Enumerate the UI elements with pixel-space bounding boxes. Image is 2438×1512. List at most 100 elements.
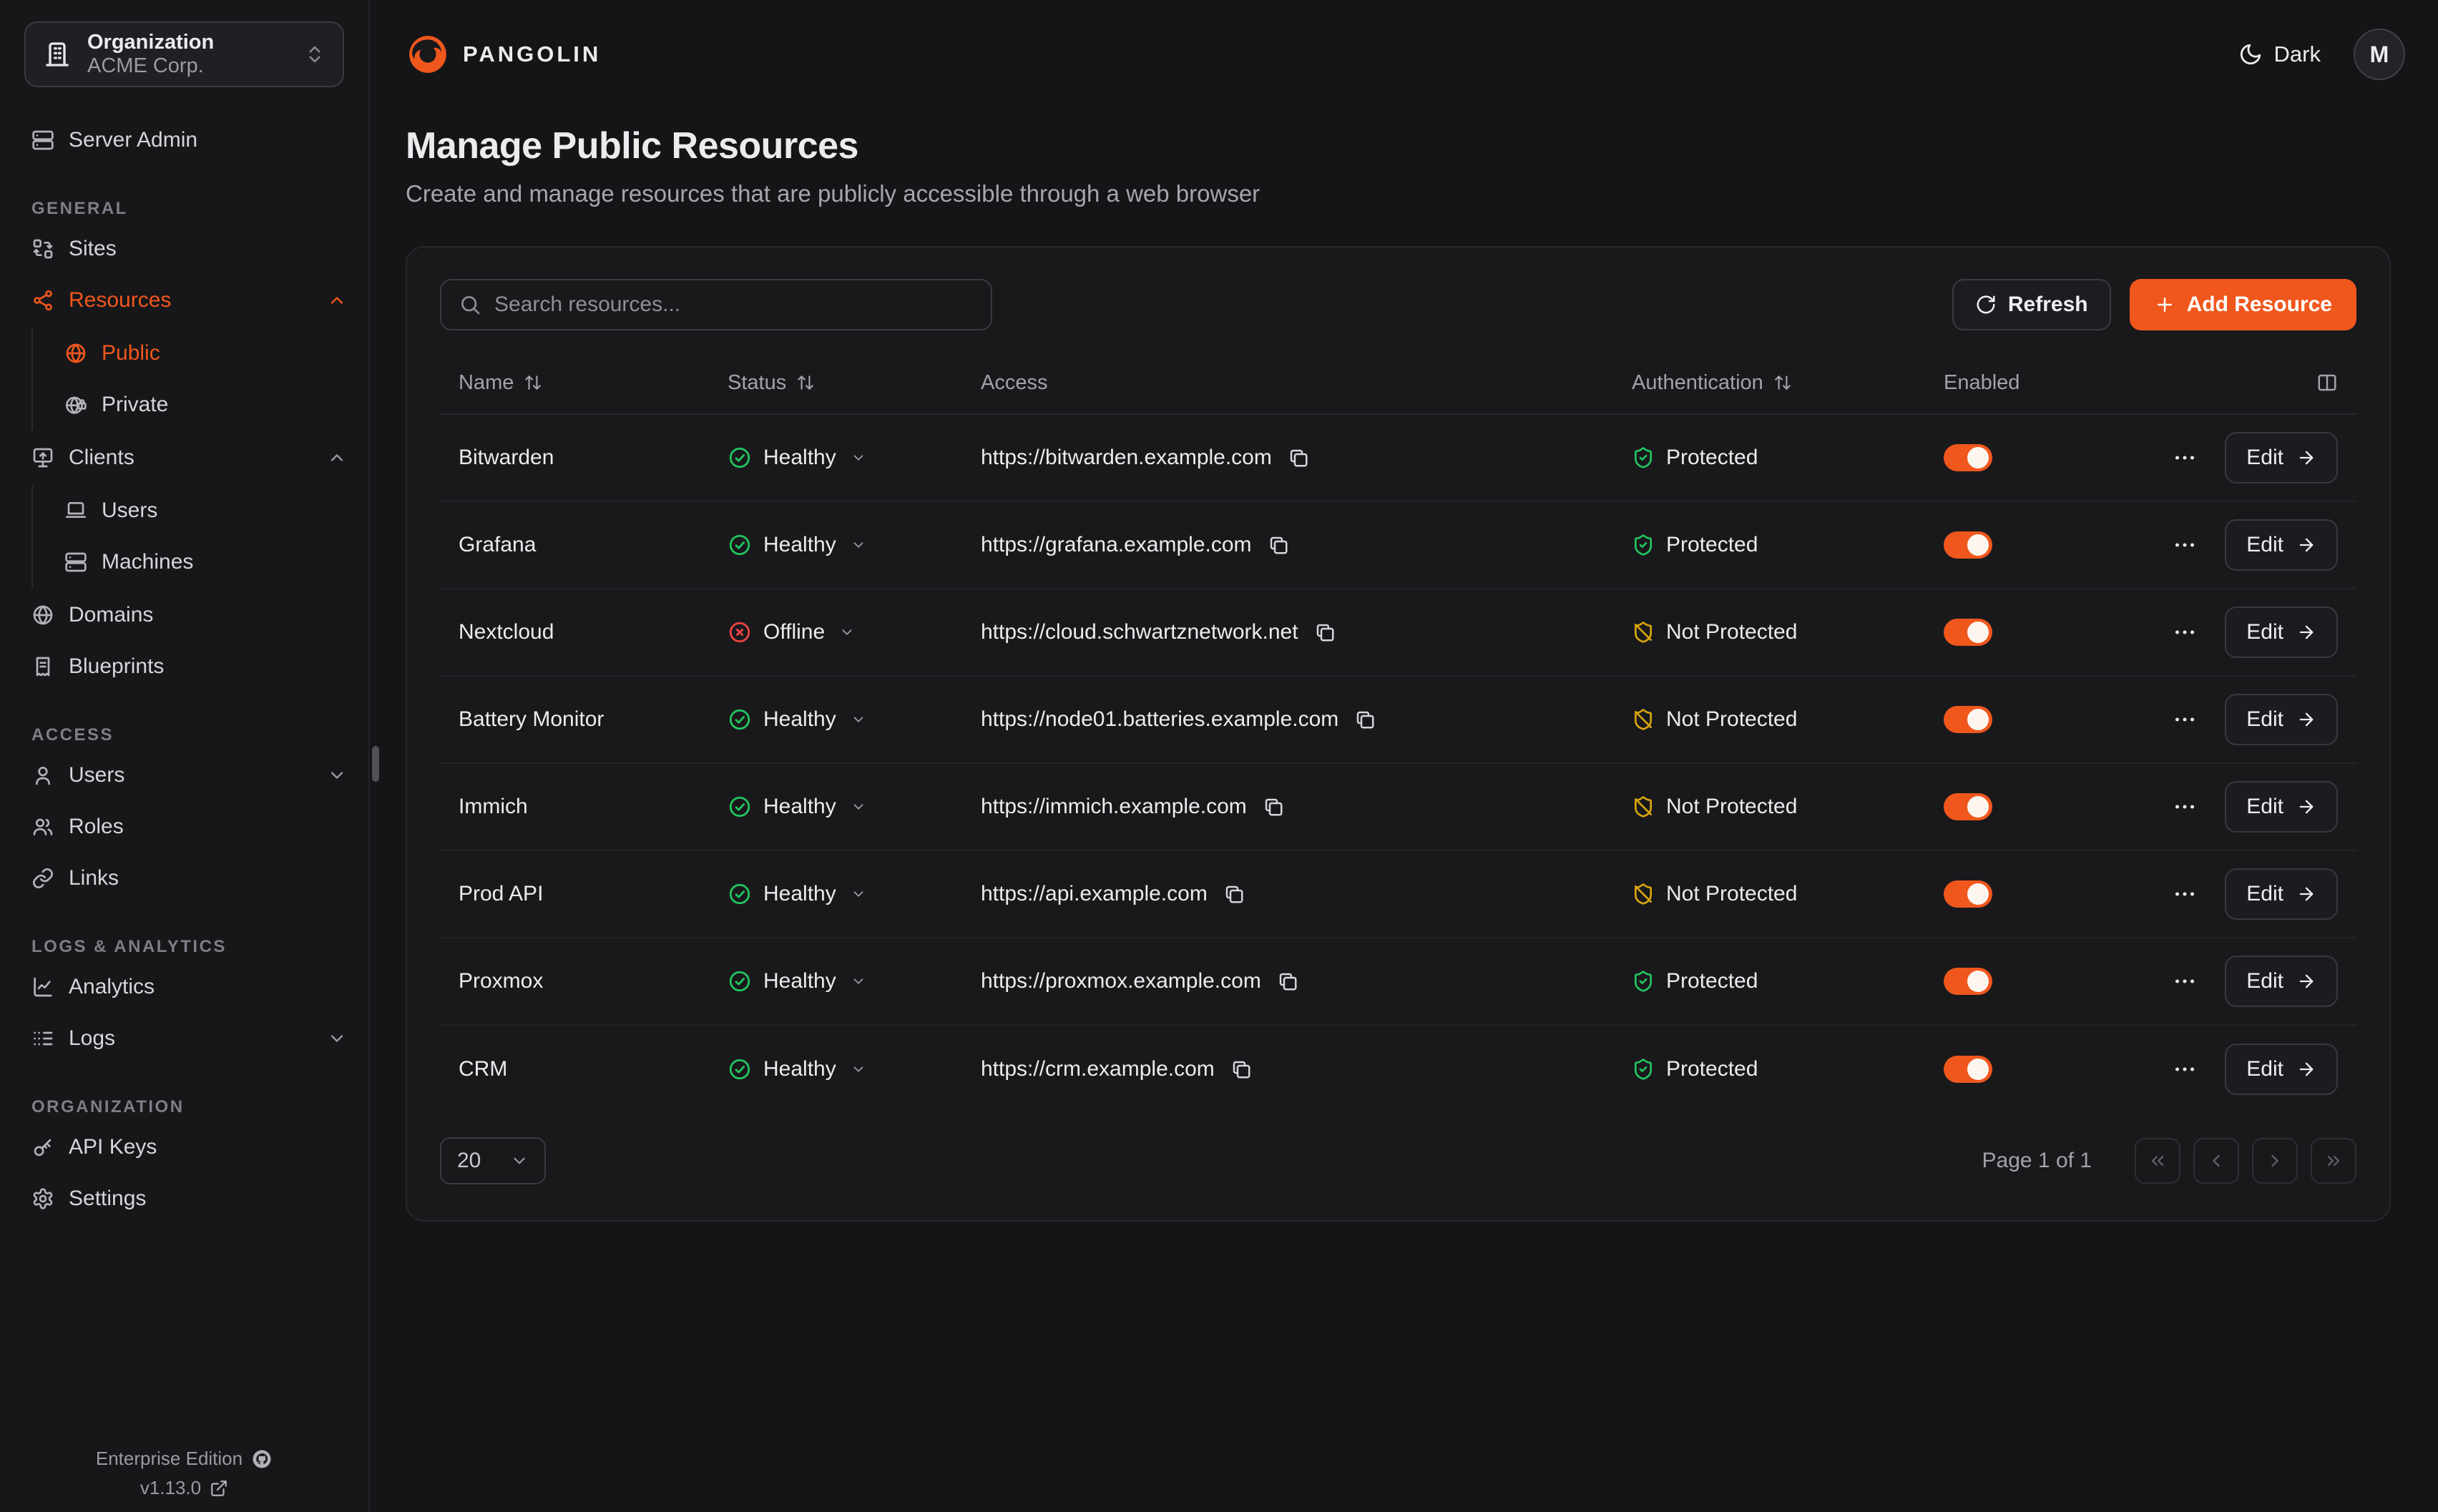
resource-name: CRM (459, 1057, 508, 1081)
table-row: Battery Monitor Healthy https://node01.bat… (440, 677, 2356, 764)
sidebar-item-private[interactable]: Private (64, 379, 347, 431)
sidebar-item-public[interactable]: Public (64, 328, 347, 379)
last-page-button[interactable] (2311, 1138, 2356, 1184)
settings-icon (33, 1188, 53, 1209)
search-input[interactable] (494, 293, 974, 317)
copy-url-icon[interactable] (1263, 796, 1284, 818)
status-badge[interactable]: Healthy (728, 882, 981, 906)
sort-icon (1774, 375, 1791, 390)
sidebar-item-server-admin[interactable]: Server Admin (31, 114, 347, 166)
row-menu-icon[interactable] (2172, 1056, 2198, 1082)
server-icon (65, 552, 87, 572)
avatar[interactable]: M (2354, 29, 2405, 80)
row-menu-icon[interactable] (2172, 532, 2198, 558)
edit-button[interactable]: Edit (2225, 694, 2338, 745)
status-badge[interactable]: Offline (728, 620, 981, 644)
copy-url-icon[interactable] (1230, 1059, 1252, 1080)
row-menu-icon[interactable] (2172, 794, 2198, 820)
sidebar-item-sites[interactable]: Sites (31, 223, 347, 275)
edit-button[interactable]: Edit (2225, 781, 2338, 833)
page-subtitle: Create and manage resources that are pub… (406, 180, 1260, 207)
row-menu-icon[interactable] (2172, 881, 2198, 907)
chevron-up-icon (331, 297, 343, 304)
chevrons-right-icon (2327, 1156, 2340, 1166)
row-menu-icon[interactable] (2172, 619, 2198, 645)
sidebar-scrollbar-thumb[interactable] (372, 746, 379, 782)
column-header-authentication[interactable]: Authentication (1632, 371, 1944, 395)
enabled-toggle[interactable] (1944, 619, 1992, 646)
sidebar-item-api-keys[interactable]: API Keys (31, 1121, 347, 1173)
sidebar-item-logs[interactable]: Logs (31, 1013, 347, 1064)
sidebar-item-blueprints[interactable]: Blueprints (31, 641, 347, 692)
copy-url-icon[interactable] (1223, 883, 1245, 905)
sidebar-section-label: ORGANIZATION (31, 1097, 185, 1116)
page-size-select[interactable]: 20 (440, 1137, 546, 1184)
arrow-right-icon (2299, 451, 2314, 465)
org-switcher[interactable]: Organization ACME Corp. (24, 21, 344, 87)
copy-url-icon[interactable] (1354, 709, 1376, 730)
copy-url-icon[interactable] (1288, 447, 1309, 468)
copy-url-icon[interactable] (1314, 622, 1336, 643)
status-badge[interactable]: Healthy (728, 969, 981, 993)
enabled-toggle[interactable] (1944, 706, 1992, 733)
shield-off-icon (1635, 709, 1652, 730)
resources-icon (34, 290, 52, 311)
status-badge[interactable]: Healthy (728, 533, 981, 557)
prev-page-button[interactable] (2193, 1138, 2239, 1184)
sidebar-item-users[interactable]: Users (31, 750, 347, 801)
refresh-button[interactable]: Refresh (1952, 279, 2111, 330)
enabled-toggle[interactable] (1944, 531, 1992, 559)
enabled-toggle[interactable] (1944, 444, 1992, 471)
edit-button[interactable]: Edit (2225, 956, 2338, 1007)
columns-visibility-icon[interactable] (2316, 372, 2338, 393)
row-menu-icon[interactable] (2172, 445, 2198, 471)
column-header-status[interactable]: Status (728, 371, 981, 395)
receipt-icon (36, 657, 50, 677)
status-badge[interactable]: Healthy (728, 707, 981, 732)
sidebar-item-users[interactable]: Users (64, 485, 347, 536)
search-icon (461, 296, 480, 315)
row-menu-icon[interactable] (2172, 968, 2198, 994)
main-content: PANGOLIN Dark M Manage Public Resources … (370, 0, 2438, 1512)
chevron-down-icon (853, 455, 863, 461)
add-resource-button[interactable]: Add Resource (2129, 279, 2356, 330)
resource-url: https://api.example.com (981, 882, 1208, 905)
edit-button[interactable]: Edit (2225, 519, 2338, 571)
sidebar-item-analytics[interactable]: Analytics (31, 961, 347, 1013)
sidebar-section-label: ACCESS (31, 725, 114, 745)
status-badge[interactable]: Healthy (728, 1057, 981, 1081)
table-body: Bitwarden Healthy https://bitwarden.exampl… (440, 415, 2356, 1113)
theme-toggle[interactable]: Dark (2238, 41, 2321, 67)
sidebar-subgroup: Users Machines (31, 485, 347, 588)
version-link[interactable]: v1.13.0 (140, 1477, 228, 1499)
sidebar-item-clients[interactable]: Clients (31, 432, 347, 483)
sidebar-item-resources[interactable]: Resources (31, 275, 347, 326)
next-page-button[interactable] (2252, 1138, 2298, 1184)
brand[interactable]: PANGOLIN (406, 32, 601, 77)
sidebar-item-label: Logs (69, 1026, 116, 1050)
globe-icon (33, 605, 53, 625)
edit-button[interactable]: Edit (2225, 868, 2338, 920)
column-header-name[interactable]: Name (459, 371, 728, 395)
row-menu-icon[interactable] (2172, 707, 2198, 732)
copy-url-icon[interactable] (1277, 971, 1298, 992)
sidebar-item-machines[interactable]: Machines (64, 536, 347, 588)
enabled-toggle[interactable] (1944, 968, 1992, 995)
enabled-toggle[interactable] (1944, 1056, 1992, 1083)
sidebar-item-settings[interactable]: Settings (31, 1173, 347, 1224)
copy-url-icon[interactable] (1268, 534, 1289, 556)
edit-button[interactable]: Edit (2225, 1044, 2338, 1095)
status-badge[interactable]: Healthy (728, 795, 981, 819)
edit-button[interactable]: Edit (2225, 607, 2338, 658)
sidebar-item-roles[interactable]: Roles (31, 801, 347, 853)
edit-button[interactable]: Edit (2225, 432, 2338, 483)
enabled-toggle[interactable] (1944, 793, 1992, 820)
sidebar-item-domains[interactable]: Domains (31, 589, 347, 641)
status-badge[interactable]: Healthy (728, 446, 981, 470)
edition-link[interactable]: Enterprise Edition (96, 1448, 273, 1470)
enabled-toggle[interactable] (1944, 880, 1992, 908)
sidebar-item-links[interactable]: Links (31, 853, 347, 904)
theme-label: Dark (2273, 41, 2321, 67)
first-page-button[interactable] (2135, 1138, 2180, 1184)
